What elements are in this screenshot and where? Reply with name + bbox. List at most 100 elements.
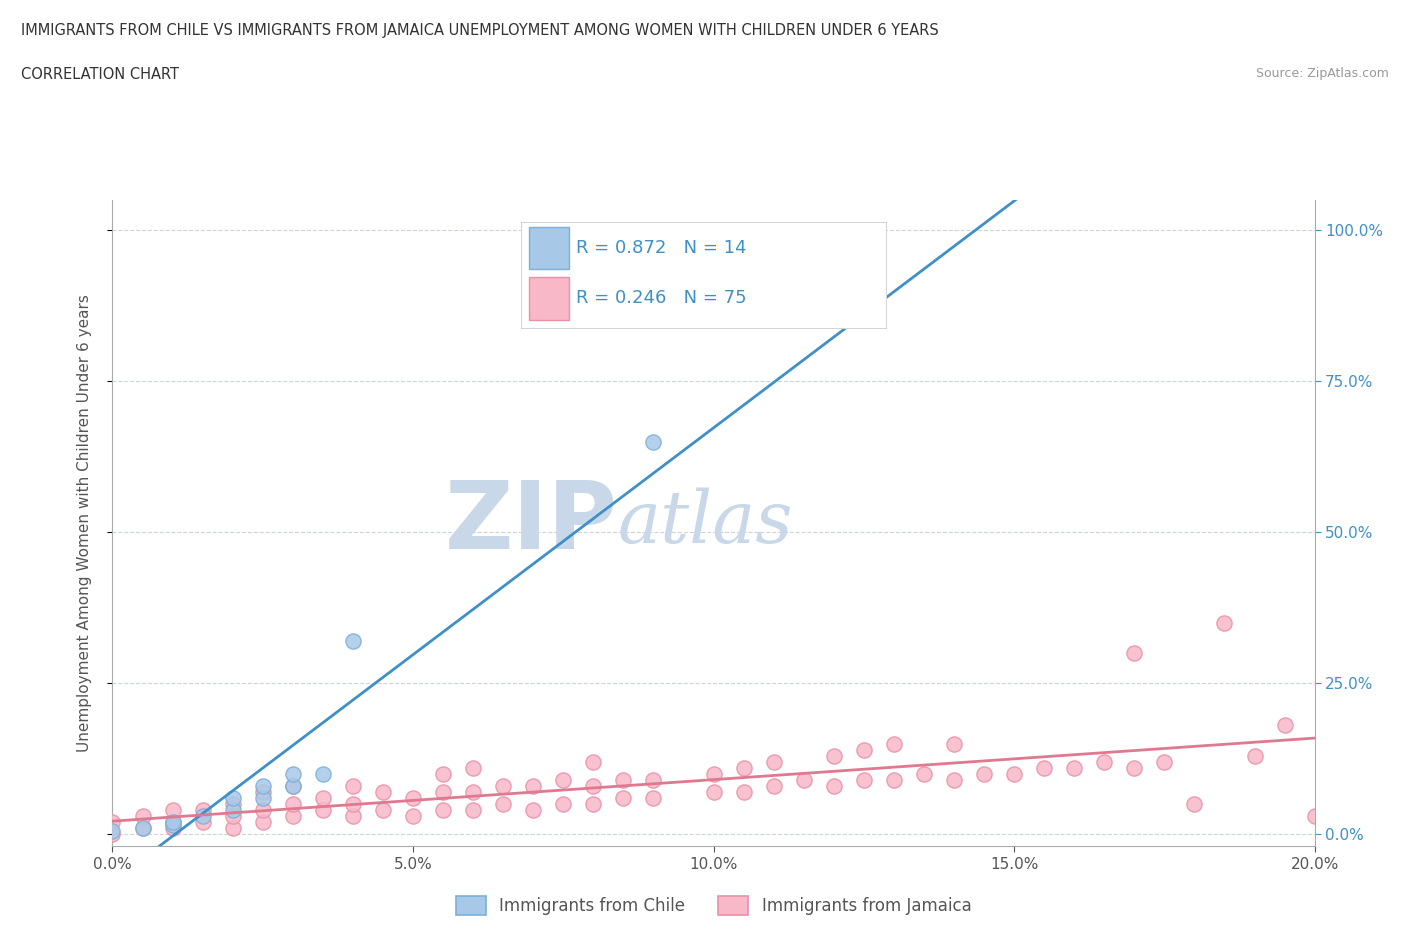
Point: [252, 790, 274, 805]
Point: [312, 766, 335, 781]
Point: [162, 815, 184, 830]
Point: [612, 790, 634, 805]
Point: [612, 773, 634, 788]
FancyBboxPatch shape: [529, 227, 568, 270]
Point: [582, 754, 605, 769]
Point: [1243, 749, 1265, 764]
Point: [222, 803, 245, 817]
Point: [1123, 761, 1146, 776]
Point: [222, 797, 245, 812]
Point: [1213, 616, 1236, 631]
Point: [131, 809, 153, 824]
Point: [942, 773, 965, 788]
Point: [793, 773, 815, 788]
Point: [371, 785, 394, 800]
Point: [1184, 797, 1206, 812]
FancyBboxPatch shape: [522, 222, 887, 329]
Point: [432, 766, 454, 781]
Point: [281, 778, 304, 793]
Point: [281, 766, 304, 781]
Point: [281, 778, 304, 793]
Text: R = 0.872   N = 14: R = 0.872 N = 14: [576, 239, 747, 257]
Point: [222, 821, 245, 836]
Point: [222, 790, 245, 805]
Text: R = 0.246   N = 75: R = 0.246 N = 75: [576, 289, 747, 307]
Point: [492, 797, 515, 812]
Point: [643, 790, 665, 805]
Point: [312, 803, 335, 817]
Point: [733, 761, 755, 776]
Point: [432, 785, 454, 800]
Point: [281, 809, 304, 824]
Point: [342, 809, 364, 824]
Point: [762, 754, 785, 769]
Point: [553, 797, 575, 812]
Point: [1153, 754, 1175, 769]
Point: [371, 803, 394, 817]
Point: [252, 815, 274, 830]
Point: [883, 737, 905, 751]
Point: [1092, 754, 1115, 769]
Point: [252, 778, 274, 793]
Point: [733, 785, 755, 800]
Y-axis label: Unemployment Among Women with Children Under 6 years: Unemployment Among Women with Children U…: [77, 294, 91, 752]
Point: [252, 803, 274, 817]
Point: [973, 766, 995, 781]
Point: [461, 803, 484, 817]
Text: ZIP: ZIP: [444, 477, 617, 569]
Point: [131, 821, 153, 836]
Point: [162, 821, 184, 836]
Point: [342, 633, 364, 648]
Point: [852, 742, 875, 757]
Point: [162, 815, 184, 830]
Point: [191, 803, 214, 817]
Point: [522, 803, 544, 817]
Point: [492, 778, 515, 793]
Point: [402, 790, 425, 805]
Point: [582, 778, 605, 793]
Point: [553, 773, 575, 788]
Point: [402, 809, 425, 824]
Point: [1274, 718, 1296, 733]
Point: [912, 766, 935, 781]
Point: [1303, 809, 1326, 824]
Point: [1063, 761, 1085, 776]
Point: [1033, 761, 1056, 776]
Point: [342, 778, 364, 793]
Point: [222, 809, 245, 824]
Point: [762, 778, 785, 793]
Text: CORRELATION CHART: CORRELATION CHART: [21, 67, 179, 82]
Text: Source: ZipAtlas.com: Source: ZipAtlas.com: [1256, 67, 1389, 80]
Point: [1123, 645, 1146, 660]
Point: [643, 434, 665, 449]
Point: [162, 817, 184, 832]
Point: [312, 790, 335, 805]
Point: [191, 809, 214, 824]
Legend: Immigrants from Chile, Immigrants from Jamaica: Immigrants from Chile, Immigrants from J…: [449, 889, 979, 922]
Text: IMMIGRANTS FROM CHILE VS IMMIGRANTS FROM JAMAICA UNEMPLOYMENT AMONG WOMEN WITH C: IMMIGRANTS FROM CHILE VS IMMIGRANTS FROM…: [21, 23, 939, 38]
Point: [823, 749, 845, 764]
Point: [191, 815, 214, 830]
Point: [702, 766, 725, 781]
Point: [823, 778, 845, 793]
Point: [883, 773, 905, 788]
FancyBboxPatch shape: [529, 277, 568, 320]
Point: [101, 827, 124, 842]
Point: [1002, 766, 1025, 781]
Point: [852, 773, 875, 788]
Point: [281, 797, 304, 812]
Point: [432, 803, 454, 817]
Text: atlas: atlas: [617, 488, 793, 558]
Point: [702, 785, 725, 800]
Point: [252, 785, 274, 800]
Point: [582, 797, 605, 812]
Point: [101, 815, 124, 830]
Point: [101, 824, 124, 839]
Point: [643, 773, 665, 788]
Point: [461, 785, 484, 800]
Point: [162, 803, 184, 817]
Point: [942, 737, 965, 751]
Point: [522, 778, 544, 793]
Point: [131, 821, 153, 836]
Point: [461, 761, 484, 776]
